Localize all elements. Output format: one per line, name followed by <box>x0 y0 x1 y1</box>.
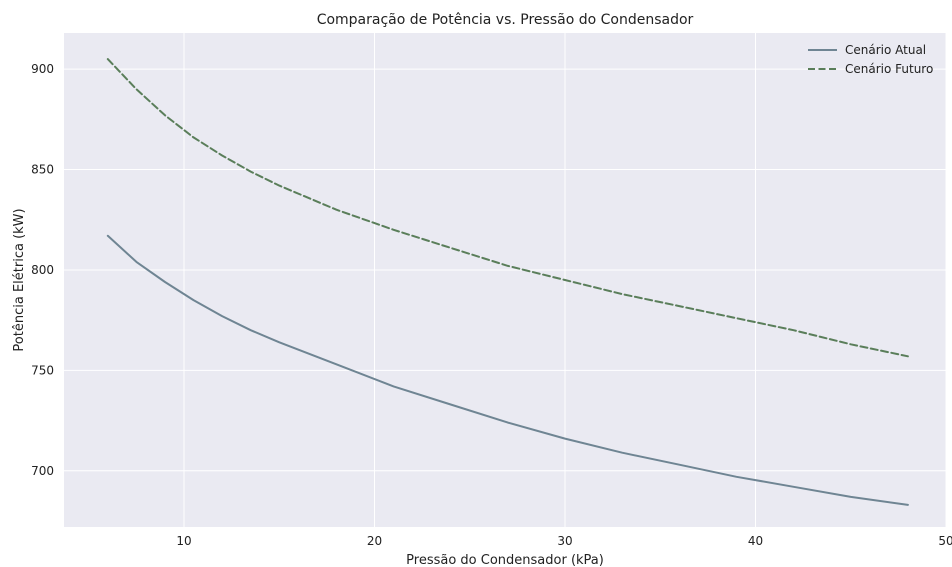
y-axis-label: Potência Elétrica (kW) <box>12 208 27 351</box>
y-tick-label: 700 <box>31 464 54 478</box>
series-lines <box>106 58 909 506</box>
grid-lines <box>64 33 947 527</box>
y-tick-label: 900 <box>31 62 54 76</box>
y-tick-labels: 700 750 800 850 900 <box>31 62 54 478</box>
x-tick-label: 10 <box>176 534 191 548</box>
x-tick-label: 50 <box>938 534 952 548</box>
plot-area <box>64 33 946 527</box>
y-tick-label: 750 <box>31 363 54 377</box>
y-tick-label: 800 <box>31 263 54 277</box>
series-line-future <box>106 58 909 358</box>
x-axis-label: Pressão do Condensador (kPa) <box>406 553 604 567</box>
y-tick-label: 850 <box>31 163 54 177</box>
x-tick-label: 40 <box>748 534 763 548</box>
chart-title: Comparação de Potência vs. Pressão do Co… <box>317 12 694 28</box>
x-tick-labels: 10 20 30 40 50 <box>176 534 952 548</box>
x-tick-label: 30 <box>557 534 572 548</box>
legend: Cenário Atual Cenário Futuro <box>808 43 933 76</box>
legend-label: Cenário Atual <box>845 43 926 57</box>
series-line-actual <box>106 234 909 506</box>
legend-label: Cenário Futuro <box>845 62 933 76</box>
x-tick-label: 20 <box>367 534 382 548</box>
